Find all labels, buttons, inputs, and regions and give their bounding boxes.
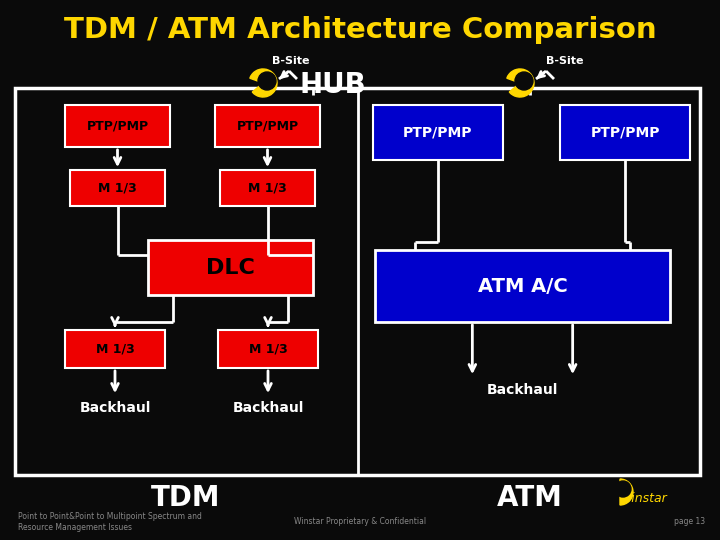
Circle shape bbox=[258, 72, 276, 90]
Circle shape bbox=[515, 72, 533, 90]
Bar bbox=[70, 170, 165, 206]
Text: PTP/PMP: PTP/PMP bbox=[236, 119, 299, 132]
Text: M 1/3: M 1/3 bbox=[98, 181, 137, 194]
Text: B-Site: B-Site bbox=[546, 56, 584, 66]
Text: page 13: page 13 bbox=[674, 517, 705, 526]
Bar bbox=[220, 170, 315, 206]
Wedge shape bbox=[250, 69, 277, 97]
Text: winstar: winstar bbox=[622, 491, 668, 504]
Text: Winstar Proprietary & Confidential: Winstar Proprietary & Confidential bbox=[294, 517, 426, 526]
Bar bbox=[15, 88, 700, 475]
Wedge shape bbox=[620, 479, 633, 505]
Text: M 1/3: M 1/3 bbox=[96, 342, 135, 355]
Text: Backhaul: Backhaul bbox=[233, 401, 304, 415]
Text: B-Site: B-Site bbox=[272, 56, 310, 66]
Text: PTP/PMP: PTP/PMP bbox=[590, 125, 660, 139]
Bar bbox=[215, 105, 320, 147]
Text: ATM: ATM bbox=[497, 484, 563, 512]
Text: M 1/3: M 1/3 bbox=[248, 342, 287, 355]
Bar bbox=[560, 105, 690, 160]
Bar bbox=[65, 330, 165, 368]
Bar bbox=[218, 330, 318, 368]
Bar bbox=[375, 250, 670, 322]
Text: TDM / ATM Architecture Comparison: TDM / ATM Architecture Comparison bbox=[63, 16, 657, 44]
Text: Backhaul: Backhaul bbox=[487, 383, 558, 397]
Text: M 1/3: M 1/3 bbox=[248, 181, 287, 194]
Bar bbox=[148, 240, 313, 295]
Text: ATM A/C: ATM A/C bbox=[477, 276, 567, 295]
Bar bbox=[65, 105, 170, 147]
Text: Point to Point&Point to Multipoint Spectrum and
Resource Management Issues: Point to Point&Point to Multipoint Spect… bbox=[18, 512, 202, 532]
Text: PTP/PMP: PTP/PMP bbox=[403, 125, 473, 139]
Text: PTP/PMP: PTP/PMP bbox=[86, 119, 148, 132]
Text: HUB: HUB bbox=[300, 71, 366, 99]
Wedge shape bbox=[507, 69, 534, 97]
Text: DLC: DLC bbox=[206, 258, 255, 278]
Text: Backhaul: Backhaul bbox=[79, 401, 150, 415]
Text: TDM: TDM bbox=[151, 484, 221, 512]
Circle shape bbox=[615, 481, 631, 497]
Bar bbox=[373, 105, 503, 160]
